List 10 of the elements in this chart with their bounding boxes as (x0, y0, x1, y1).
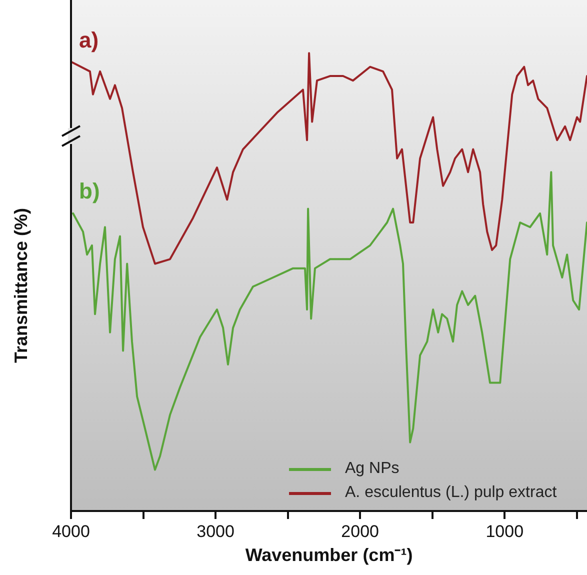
x-tick-label: 2000 (341, 522, 379, 541)
annotation: b) (79, 178, 100, 204)
x-tick-label: 3000 (196, 522, 234, 541)
x-tick-label: 4000 (52, 522, 90, 541)
x-tick-label: 1000 (486, 522, 524, 541)
text: a) (79, 27, 99, 52)
y-axis-title: Transmittance (%) (10, 208, 31, 364)
legend-label: Ag NPs (345, 460, 400, 478)
x-axis-title: Wavenumber (cm⁻¹) (245, 545, 413, 566)
legend-label: A. esculentus (L.) pulp extract (345, 484, 557, 502)
